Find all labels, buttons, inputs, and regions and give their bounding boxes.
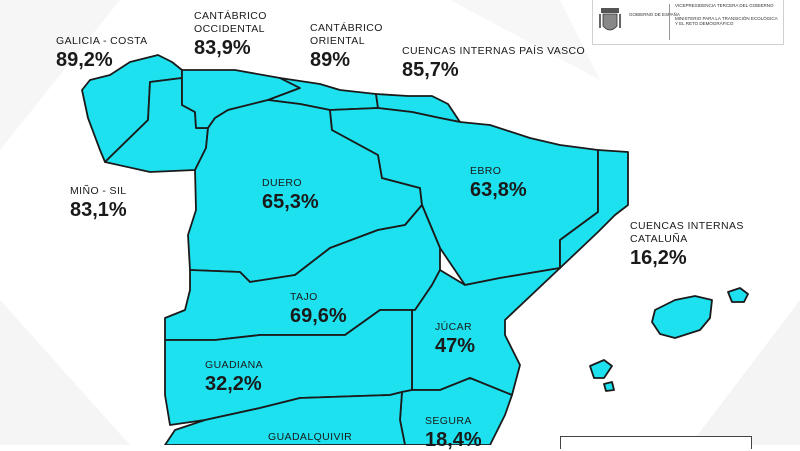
basin-value: 83,9%: [194, 37, 251, 60]
basin-value: 69,6%: [290, 304, 347, 327]
label-duero: DUERO 65,3%: [262, 178, 319, 212]
government-logo: GOBIERNO DE ESPAÑA VICEPRESIDENCIA TERCE…: [592, 0, 784, 45]
basin-name: DUERO: [262, 177, 302, 189]
basin-name: SEGURA: [425, 415, 472, 427]
label-galicia-costa: GALICIA - COSTA 89,2%: [56, 36, 148, 70]
basin-name: TAJO: [290, 291, 318, 303]
label-tajo: TAJO 69,6%: [290, 292, 347, 326]
basin-value: 83,1%: [70, 198, 127, 221]
label-guadalquivir: GUADALQUIVIR: [268, 432, 352, 443]
basin-value: 85,7%: [402, 58, 459, 81]
label-cantabrico-oriental: CANTÁBRICO ORIENTAL 89%: [310, 22, 383, 72]
label-mino-sil: MIÑO - SIL 83,1%: [70, 186, 127, 220]
coat-of-arms-icon: [599, 8, 621, 31]
basin-name: JÚCAR: [435, 321, 473, 333]
island-ibiza: [589, 359, 613, 379]
label-jucar: JÚCAR 47%: [435, 322, 475, 356]
government-text: GOBIERNO DE ESPAÑA: [629, 12, 680, 17]
basin-name: GUADALQUIVIR: [268, 431, 353, 443]
island-mallorca: [651, 295, 713, 339]
basin-value: 18,4%: [425, 428, 482, 451]
basin-value: 63,8%: [470, 178, 527, 201]
vicepresidency-text: VICEPRESIDENCIA TERCERA DEL GOBIERNO: [675, 3, 774, 8]
label-cantabrico-occidental: CANTÁBRICO OCCIDENTAL 83,9%: [194, 10, 269, 58]
basin-value: 47%: [435, 334, 476, 357]
basin-name: EBRO: [470, 165, 502, 177]
label-segura: SEGURA 18,4%: [425, 416, 482, 450]
island-menorca: [727, 287, 749, 303]
island-formentera: [603, 381, 615, 392]
basin-value: 32,2%: [205, 372, 262, 395]
basin-guadalquivir[interactable]: [164, 391, 406, 445]
legend-box-edge: [560, 436, 752, 449]
label-cuencas-internas-cataluna: CUENCAS INTERNAS CATALUÑA 16,2%: [630, 220, 745, 268]
basin-name: GALICIA - COSTA: [56, 35, 148, 47]
basin-name: CUENCAS INTERNAS CATALUÑA: [630, 220, 744, 245]
basin-name: CANTÁBRICO OCCIDENTAL: [194, 10, 267, 35]
ministry-text: MINISTERIO PARA LA TRANSICIÓN ECOLÓGICA …: [675, 16, 778, 27]
basin-name: CANTÁBRICO ORIENTAL: [310, 22, 383, 47]
basin-name: MIÑO - SIL: [70, 185, 127, 197]
label-ebro: EBRO 63,8%: [470, 166, 527, 200]
label-guadiana: GUADIANA 32,2%: [205, 360, 263, 394]
basin-value: 16,2%: [630, 247, 687, 270]
basin-name: GUADIANA: [205, 359, 264, 371]
basin-value: 65,3%: [262, 190, 319, 213]
basin-value: 89,2%: [56, 48, 113, 71]
basin-name: CUENCAS INTERNAS PAÍS VASCO: [402, 45, 586, 57]
basin-value: 89%: [310, 49, 351, 72]
basin-cuencas-internas-cataluna[interactable]: [559, 149, 629, 269]
label-cuencas-internas-pais-vasco: CUENCAS INTERNAS PAÍS VASCO 85,7%: [402, 46, 585, 80]
logo-divider: [669, 4, 670, 40]
